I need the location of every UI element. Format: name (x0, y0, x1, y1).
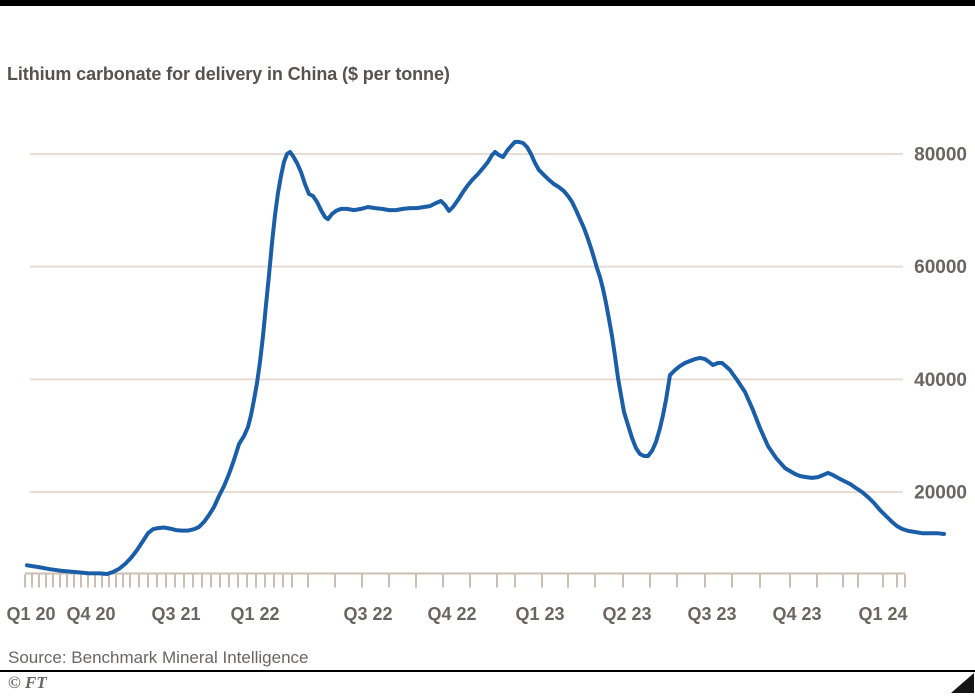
source-text: Source: Benchmark Mineral Intelligence (8, 648, 309, 667)
x-axis-label-Q4-22: Q4 22 (427, 604, 476, 624)
x-axis-label-Q4-20: Q4 20 (66, 604, 115, 624)
chart-title: Lithium carbonate for delivery in China … (7, 64, 450, 84)
ft-copyright: © FT (8, 673, 47, 692)
top-black-bar (0, 0, 975, 6)
y-axis-label-20000: 20000 (914, 483, 967, 504)
corner-triangle-icon (951, 673, 974, 693)
x-axis-label-Q4-23: Q4 23 (772, 604, 821, 624)
x-axis-label-Q1-23: Q1 23 (515, 604, 564, 624)
y-axis-label-60000: 60000 (914, 257, 967, 278)
x-axis-label-Q3-21: Q3 21 (151, 604, 200, 624)
x-axis-label-Q1-20: Q1 20 (6, 604, 55, 624)
x-axis-label-Q2-23: Q2 23 (602, 604, 651, 624)
y-axis-label-40000: 40000 (914, 370, 967, 391)
y-axis-label-80000: 80000 (914, 144, 967, 165)
x-axis-label-Q3-22: Q3 22 (343, 604, 392, 624)
x-axis-label-Q1-22: Q1 22 (230, 604, 279, 624)
bottom-divider-rule (0, 670, 975, 672)
x-axis-label-Q3-23: Q3 23 (687, 604, 736, 624)
price-line (25, 139, 946, 576)
x-axis-label-Q1-24: Q1 24 (858, 604, 907, 624)
